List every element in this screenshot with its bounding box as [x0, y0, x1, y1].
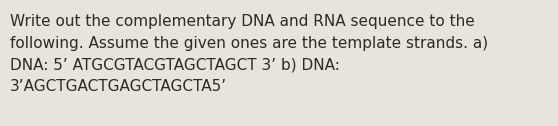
- Text: Write out the complementary DNA and RNA sequence to the
following. Assume the gi: Write out the complementary DNA and RNA …: [10, 14, 488, 94]
